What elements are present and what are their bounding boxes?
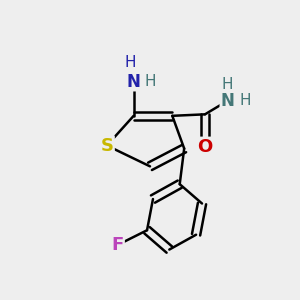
Text: N: N xyxy=(127,73,141,91)
Text: H: H xyxy=(221,77,233,92)
Text: O: O xyxy=(197,138,213,156)
Text: S: S xyxy=(100,136,113,154)
Text: N: N xyxy=(220,92,234,110)
Text: H: H xyxy=(125,55,136,70)
Text: H: H xyxy=(239,94,251,109)
Text: H: H xyxy=(144,74,156,89)
Text: F: F xyxy=(111,236,123,254)
